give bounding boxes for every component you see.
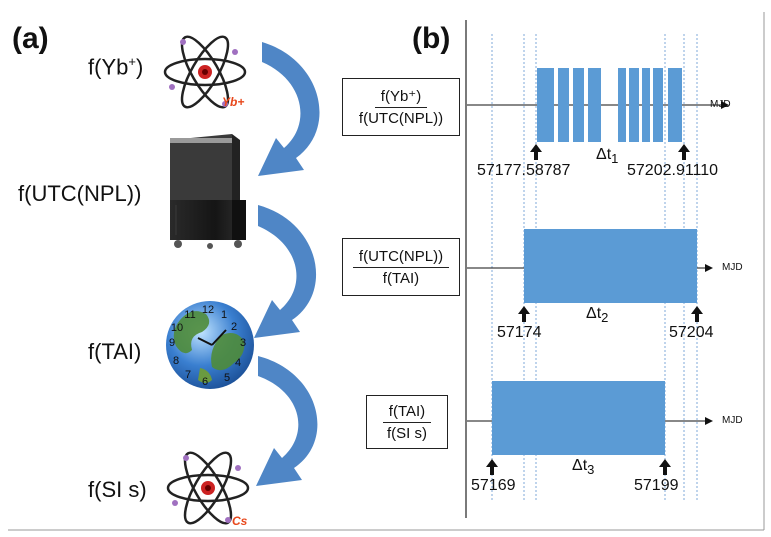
chain-label-yb: f(Yb+) [88,54,144,80]
ratio-denominator: f(TAI) [382,269,420,287]
clock-number: 11 [184,309,195,321]
row-2-timeline [467,229,713,322]
curved-arrow-1 [258,42,320,176]
panel-a-graphics: Yb+ 12 1 2 3 4 5 6 7 8 9 10 11 [163,35,320,528]
ratio-box-tai-si: f(TAI) f(SI s) [366,395,448,449]
interval-bar [524,229,697,303]
atom-tag-yb: Yb+ [222,95,244,109]
clock-number: 7 [185,369,191,381]
clock-number: 2 [231,321,237,333]
delta-t-label: Δt3 [572,457,595,478]
clock-number: 9 [169,337,175,349]
start-arrow-icon [530,144,542,160]
ratio-box-utc-tai: f(UTC(NPL)) f(TAI) [342,238,460,296]
end-arrow-icon [691,306,703,322]
start-date: 57177.58787 [477,162,571,179]
clock-number: 10 [171,322,183,334]
ratio-numerator: f(TAI) [382,403,432,423]
start-arrow-icon [518,306,530,322]
start-arrow-icon [486,459,498,475]
interval-bar [492,381,665,455]
curved-arrows [254,42,320,486]
clock-number: 12 [202,304,214,316]
chain-label-tai: f(TAI) [88,339,142,364]
curved-arrow-2 [254,205,317,338]
atom-icon [163,35,247,109]
clock-number: 8 [173,355,179,367]
axis-label-mjd: MJD [722,262,743,273]
end-arrow-icon [678,144,690,160]
clock-number: 4 [235,357,241,369]
end-arrow-icon [659,459,671,475]
ratio-denominator: f(UTC(NPL)) [358,110,444,127]
ratio-numerator: f(UTC(NPL)) [352,248,450,268]
row-1-timeline [467,68,729,160]
atom-icon [166,451,250,525]
ratio-box-yb-utc: f(Yb⁺) f(UTC(NPL)) [342,78,460,136]
clock-number: 1 [221,309,227,321]
atom-tag-cs: Cs [232,514,248,528]
clock-number: 6 [202,376,208,388]
globe-clock-icon: 12 1 2 3 4 5 6 7 8 9 10 11 [166,301,254,389]
row-3-timeline [467,381,713,475]
panel-b-label: (b) [412,22,451,55]
delta-t-label: Δt2 [586,305,609,326]
chain-label-si-s: f(SI s) [88,477,147,502]
clock-number: 3 [240,337,246,349]
panel-a-label: (a) [12,22,49,55]
start-date: 57169 [471,477,516,494]
chain-label-utc-npl: f(UTC(NPL)) [18,181,142,206]
end-date: 57202.91110 [627,162,719,179]
end-date: 57204 [669,324,714,341]
ratio-denominator: f(SI s) [387,424,427,442]
end-date: 57199 [634,477,679,494]
ratio-numerator: f(Yb⁺) [374,87,428,108]
segment-bars [537,68,682,142]
curved-arrow-3 [256,356,318,486]
axis-label-mjd: MJD [722,415,743,426]
clock-number: 5 [224,372,230,384]
start-date: 57174 [497,324,542,341]
maser-cabinet-icon [170,134,246,249]
delta-t-label: Δt1 [596,146,619,167]
axis-label-mjd: MJD [710,99,731,110]
